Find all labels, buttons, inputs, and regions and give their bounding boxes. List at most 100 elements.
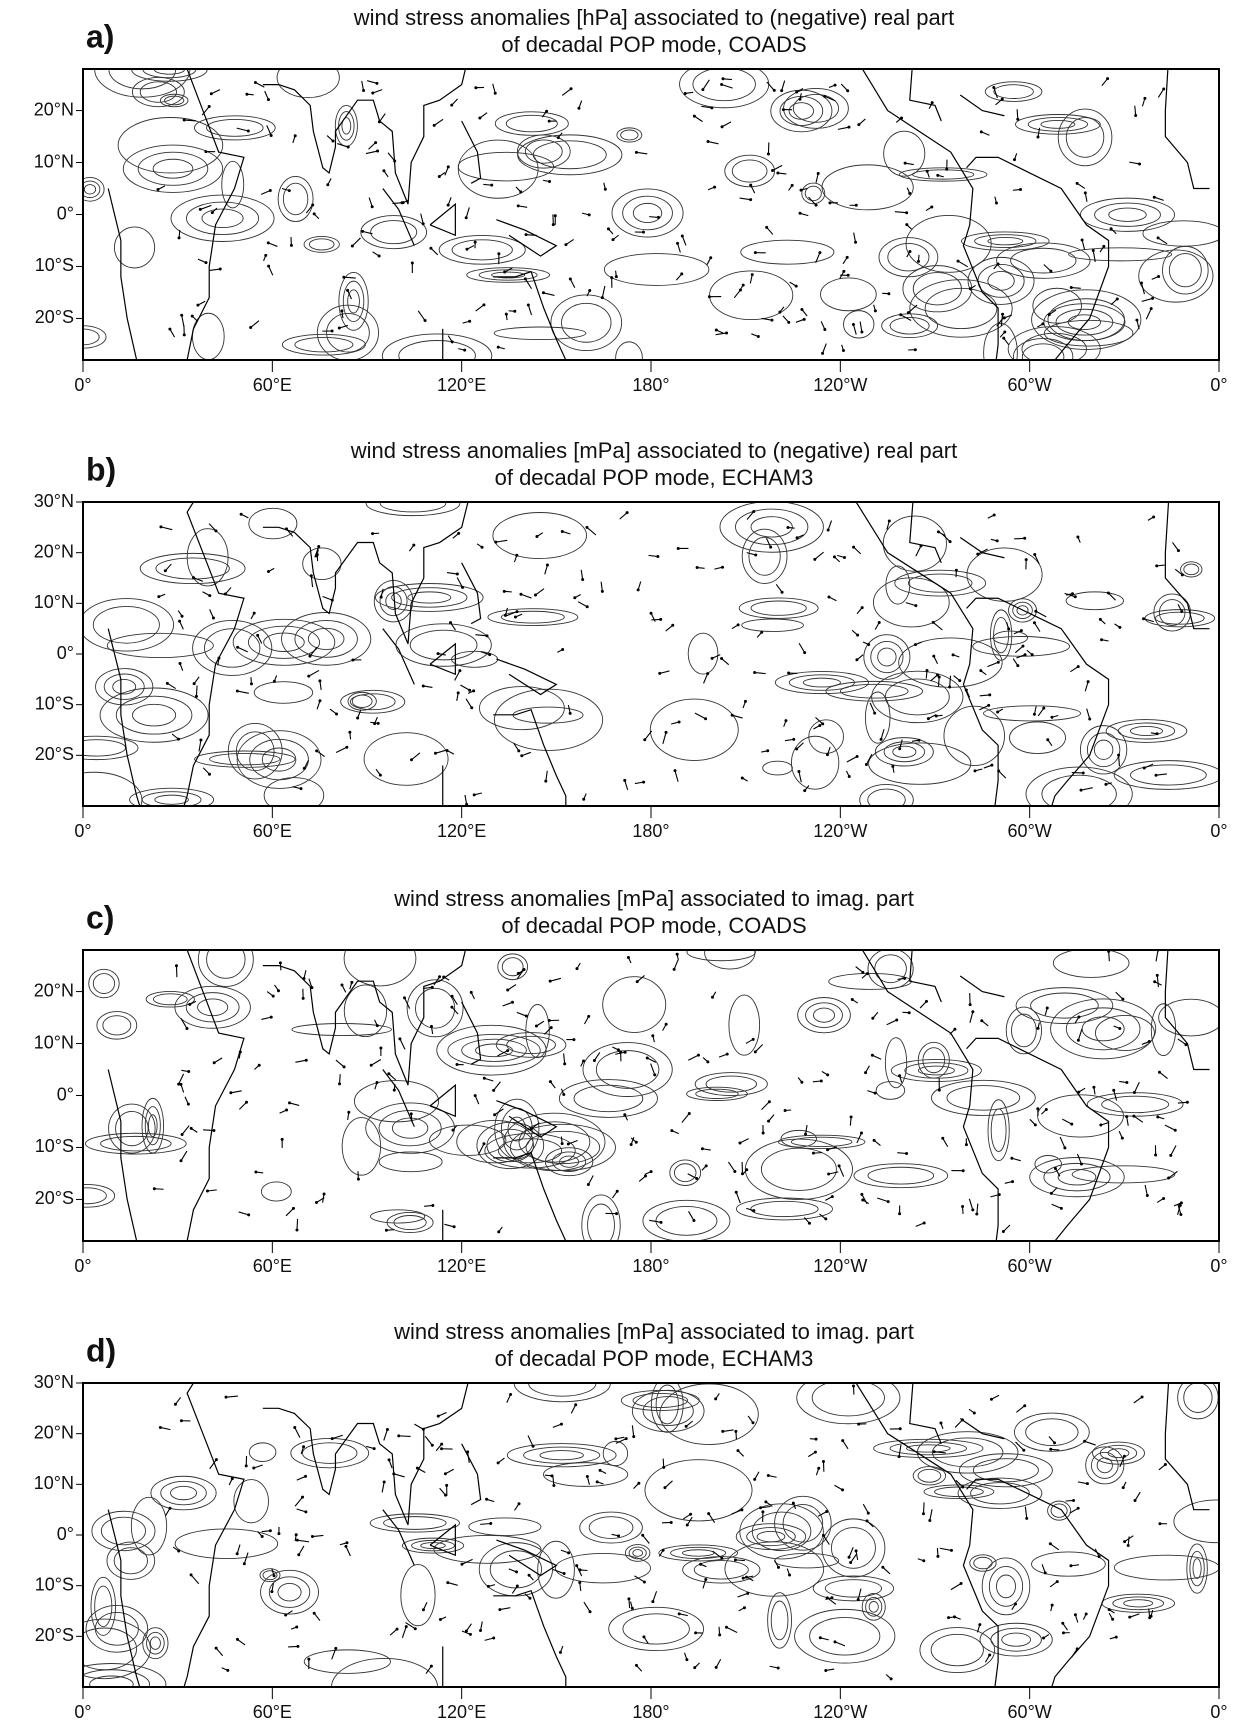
- arrow-head: [677, 1612, 681, 1616]
- arrow-head: [1100, 638, 1104, 642]
- arrow-head: [304, 1474, 308, 1478]
- contour: [466, 267, 550, 283]
- arrow-head: [460, 1562, 464, 1566]
- wind-arrow: [195, 685, 198, 697]
- arrow-head: [939, 1421, 943, 1425]
- wind-arrow: [840, 83, 849, 92]
- coastline: [496, 1539, 558, 1577]
- contour: [917, 1041, 950, 1079]
- contour: [615, 341, 643, 360]
- arrow-head: [1079, 1162, 1083, 1166]
- arrow-head: [761, 1510, 765, 1514]
- arrow-head: [385, 1427, 389, 1431]
- contour: [436, 1024, 547, 1076]
- contour: [209, 752, 281, 766]
- map-body: [83, 950, 1219, 1241]
- contour: [343, 950, 417, 987]
- contour: [973, 1556, 993, 1570]
- contour: [83, 1187, 107, 1205]
- panel-title: of decadal POP mode, COADS: [501, 913, 806, 938]
- panel-title: of decadal POP mode, ECHAM3: [495, 1346, 814, 1371]
- arrow-head: [706, 672, 710, 676]
- arrow-head: [528, 1596, 532, 1600]
- wind-arrow: [824, 95, 836, 102]
- x-tick-label: 0°: [1210, 1256, 1227, 1276]
- wind-arrow: [580, 569, 584, 580]
- arrow-head: [856, 1597, 860, 1601]
- arrow-head: [468, 688, 472, 692]
- y-tick-label: 10°S: [35, 1136, 74, 1156]
- wind-arrow: [743, 1575, 754, 1579]
- arrow-head: [403, 996, 407, 1000]
- wind-arrow: [296, 1475, 306, 1481]
- contour: [379, 502, 447, 513]
- contour: [349, 693, 396, 711]
- arrow-head: [1083, 1439, 1087, 1443]
- arrow-head: [865, 1519, 869, 1523]
- wind-arrow: [365, 150, 378, 155]
- contour: [1150, 1003, 1177, 1056]
- contour: [308, 238, 335, 251]
- y-tick-label: 10°N: [34, 1473, 74, 1493]
- arrow-head: [586, 1182, 590, 1186]
- arrow-head: [382, 1480, 386, 1484]
- wind-arrow: [1108, 951, 1110, 962]
- arrow-head: [781, 108, 785, 112]
- arrow-head: [685, 1523, 689, 1527]
- arrow-head: [515, 1584, 519, 1588]
- contour: [1065, 591, 1124, 611]
- arrow-head: [387, 1458, 391, 1462]
- contour: [369, 1513, 460, 1533]
- wind-arrow: [650, 1063, 656, 1076]
- contour: [550, 294, 623, 352]
- arrow-head: [541, 291, 545, 295]
- wind-arrow: [312, 1534, 324, 1538]
- wind-arrow: [853, 232, 857, 243]
- arrow-head: [1147, 1040, 1151, 1044]
- contour: [491, 271, 526, 279]
- contour: [493, 326, 587, 341]
- arrow-head: [770, 318, 774, 322]
- wind-arrow: [433, 976, 440, 986]
- contour: [602, 1440, 629, 1467]
- wind-arrow: [897, 1152, 907, 1155]
- arrow-head: [932, 654, 936, 658]
- arrow-head: [683, 91, 687, 95]
- arrow-head: [826, 1148, 830, 1152]
- arrow-head: [903, 976, 907, 980]
- arrow-head: [392, 1088, 396, 1092]
- arrow-head: [696, 1053, 700, 1057]
- arrow-head: [642, 1635, 646, 1639]
- arrow-head: [1142, 617, 1146, 621]
- contour: [145, 990, 195, 1008]
- arrow-head: [816, 172, 820, 176]
- wind-arrow: [1034, 554, 1040, 565]
- arrow-head: [941, 1136, 945, 1140]
- contour: [887, 243, 930, 272]
- contour: [523, 1446, 601, 1464]
- coastline: [493, 708, 567, 806]
- arrow-head: [330, 1437, 334, 1441]
- arrow-head: [651, 1034, 655, 1038]
- arrow-head: [1070, 1122, 1074, 1126]
- contour: [343, 984, 388, 1038]
- wind-arrow: [977, 548, 988, 555]
- contour: [122, 144, 224, 193]
- arrow-head: [976, 552, 980, 556]
- wind-arrow: [1129, 1613, 1140, 1618]
- arrow-head: [1125, 1081, 1129, 1085]
- contour: [1055, 308, 1114, 336]
- contour: [1071, 1165, 1176, 1184]
- arrow-head: [334, 1646, 338, 1650]
- contour: [447, 1034, 541, 1067]
- contour: [468, 1517, 542, 1536]
- arrow-head: [177, 1549, 181, 1553]
- wind-arrow: [722, 1429, 734, 1432]
- frame: [82, 949, 1220, 1242]
- contour: [632, 202, 663, 224]
- arrow-head: [995, 539, 999, 543]
- contour: [428, 1124, 507, 1156]
- arrow-head: [335, 712, 339, 716]
- wind-arrow: [731, 1509, 743, 1515]
- wind-arrow: [765, 537, 772, 548]
